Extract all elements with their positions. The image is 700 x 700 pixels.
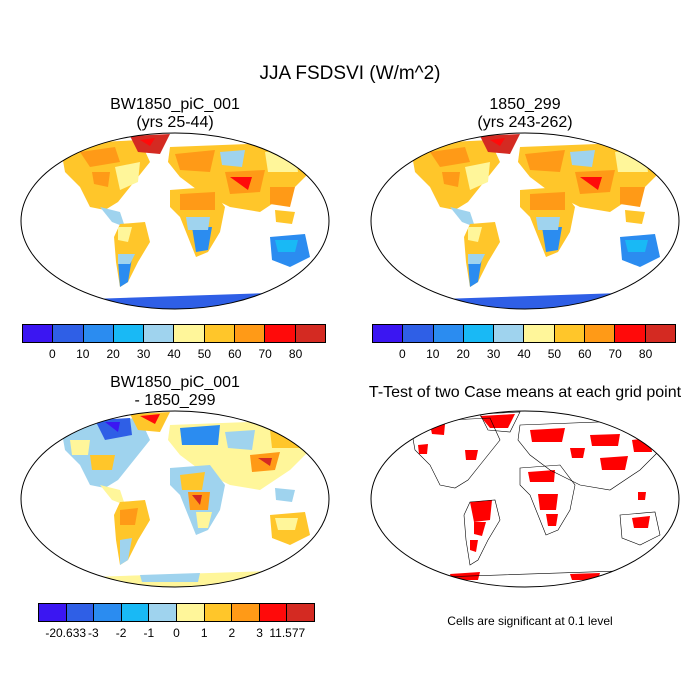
colorbar-tick-label: -20.633 <box>45 626 87 640</box>
colorbar-swatch <box>232 604 260 621</box>
colorbar-tick-label: -3 <box>88 626 99 640</box>
colorbar-swatch <box>585 325 616 342</box>
colorbar-swatch <box>176 604 205 621</box>
colorbar-tick-label: 30 <box>486 347 501 361</box>
colorbar-tick-label: 60 <box>228 347 242 361</box>
panel-title-line1: 1850_299 <box>489 96 561 113</box>
colorbar-tick-label: -2 <box>115 626 127 640</box>
significant-cells <box>418 414 652 580</box>
colorbar-swatch <box>66 604 95 621</box>
map-top-left <box>20 132 330 310</box>
colorbar-swatch <box>53 325 84 342</box>
colorbar-bottom-left-labels: -20.633 -3 -2 -1 0 1 2 3 11.577 <box>38 626 315 642</box>
map-top-right <box>370 132 680 310</box>
colorbar-swatch <box>39 604 67 621</box>
significance-note: Cells are significant at 0.1 level <box>447 614 613 628</box>
colorbar-swatch <box>403 325 434 342</box>
colorbar-tick-label: -1 <box>143 626 155 640</box>
panel-title-line2: (yrs 25-44) <box>136 114 214 131</box>
colorbar-swatch <box>645 325 675 342</box>
colorbar-swatch <box>113 325 145 342</box>
colorbar-tick-label: 30 <box>136 347 151 361</box>
colorbar-swatch <box>265 325 296 342</box>
colorbar-swatch <box>615 325 646 342</box>
colorbar-bottom-left <box>38 603 315 622</box>
map-bottom-right <box>370 410 680 588</box>
colorbar-tick-label: 10 <box>76 347 90 361</box>
panel-title-line1: BW1850_piC_001 <box>110 374 240 391</box>
colorbar-swatch <box>174 325 205 342</box>
panel-title-top-right: 1850_299 (yrs 243-262) <box>370 96 680 132</box>
colorbar-tick-label: 60 <box>578 347 592 361</box>
colorbar-swatch <box>433 325 464 342</box>
colorbar-tick-label: 0 <box>173 626 180 640</box>
colorbar-swatch <box>259 604 288 621</box>
colorbar-tick-label: 2 <box>228 626 236 640</box>
panel-title-top-left: BW1850_piC_001 (yrs 25-44) <box>20 96 330 132</box>
colorbar-swatch <box>524 325 555 342</box>
colorbar-tick-label: 11.577 <box>269 626 306 640</box>
panel-title-line2: (yrs 243-262) <box>477 114 573 131</box>
colorbar-top-right <box>372 324 676 343</box>
colorbar-swatch <box>287 604 314 621</box>
colorbar-swatch <box>295 325 325 342</box>
colorbar-tick-label: 40 <box>167 347 181 361</box>
colorbar-tick-label: 50 <box>547 347 562 361</box>
panel-title-bottom-left: BW1850_piC_001 - 1850_299 <box>20 374 330 410</box>
colorbar-tick-label: 80 <box>638 347 653 361</box>
colorbar-swatch <box>149 604 177 621</box>
colorbar-swatch <box>554 325 586 342</box>
colorbar-swatch <box>235 325 266 342</box>
colorbar-tick-label: 20 <box>106 347 120 361</box>
colorbar-tick-label: 20 <box>456 347 470 361</box>
colorbar-swatch <box>494 325 525 342</box>
map-bottom-left <box>20 410 330 588</box>
colorbar-tick-label: 10 <box>426 347 440 361</box>
colorbar-tick-label: 3 <box>256 626 263 640</box>
panel-title-bottom-right: T-Test of two Case means at each grid po… <box>350 384 700 402</box>
colorbar-tick-label: 70 <box>608 347 622 361</box>
colorbar-swatch <box>83 325 114 342</box>
colorbar-tick-label: 50 <box>197 347 212 361</box>
colorbar-tick-label: 0 <box>49 347 56 361</box>
colorbar-swatch <box>23 325 54 342</box>
colorbar-swatch <box>204 325 236 342</box>
colorbar-swatch <box>121 604 150 621</box>
colorbar-top-right-labels: 0 10 20 30 40 50 60 70 80 <box>372 347 676 363</box>
colorbar-swatch <box>204 604 233 621</box>
colorbar-tick-label: 1 <box>200 626 208 640</box>
panel-title-line1: BW1850_piC_001 <box>110 96 240 113</box>
colorbar-tick-label: 40 <box>517 347 531 361</box>
colorbar-tick-label: 70 <box>258 347 272 361</box>
colorbar-swatch <box>463 325 495 342</box>
colorbar-top-left <box>22 324 326 343</box>
panel-title-line1: T-Test of two Case means at each grid po… <box>368 384 682 401</box>
colorbar-swatch <box>94 604 122 621</box>
colorbar-tick-label: 0 <box>399 347 406 361</box>
colorbar-swatch <box>373 325 404 342</box>
colorbar-top-left-labels: 0 10 20 30 40 50 60 70 80 <box>22 347 326 363</box>
colorbar-tick-label: 80 <box>288 347 303 361</box>
figure-title: JJA FSDSVI (W/m^2) <box>259 63 441 84</box>
colorbar-swatch <box>144 325 175 342</box>
panel-title-line2: - 1850_299 <box>134 392 216 409</box>
